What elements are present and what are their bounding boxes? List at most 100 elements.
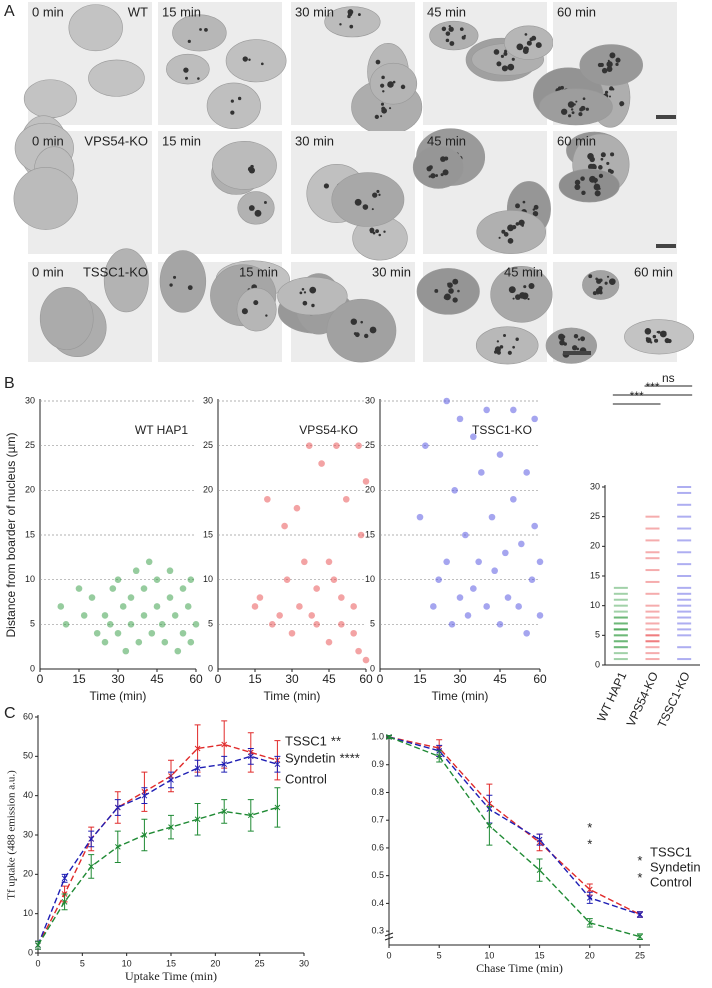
significance-mark: * [637,853,642,868]
point [318,460,325,467]
y-tick-label: 0.4 [371,898,384,908]
x-tick-label: WT HAP1 [594,669,629,723]
series-line [388,736,641,938]
puncta [354,198,362,206]
x-tick-label: 15 [72,672,86,686]
strip-point [645,592,660,595]
cell [172,14,227,52]
strip-point [677,634,692,637]
panel-label: A [4,3,15,20]
point [531,415,538,423]
x-tick-label: 20 [210,958,220,968]
point [435,576,442,583]
point [187,638,195,646]
puncta [441,26,447,32]
scale-bar [656,115,676,119]
puncta [369,326,377,334]
x-tick-label: 0 [37,672,44,686]
puncta [659,330,667,338]
significance-mark: * [637,870,642,885]
x-tick-label: 15 [248,672,262,686]
y-tick-label: 60 [23,711,33,721]
x-tick-label: 45 [322,672,336,686]
legend-label: TSSC1 [650,844,692,859]
puncta [523,285,527,289]
point [422,442,429,449]
puncta [535,42,542,49]
strip-point [645,539,660,542]
puncta [559,339,565,346]
legend-label: Control [650,874,692,889]
cell [39,287,94,350]
cell [236,287,277,332]
strip-point [677,515,692,518]
point [338,594,345,601]
puncta [264,201,267,204]
puncta [582,97,586,101]
point [448,621,456,628]
strip-point [645,652,660,655]
puncta [507,350,512,355]
x-tick-label: 15 [166,958,176,968]
puncta [369,227,375,233]
point [114,629,122,637]
puncta [607,168,612,173]
puncta [588,274,593,279]
puncta [265,314,268,317]
puncta [580,176,585,181]
point [357,531,365,539]
marker [637,933,643,940]
point [171,612,179,619]
strip-point [613,634,628,637]
puncta [515,203,520,209]
strip-point [677,527,692,530]
puncta [604,90,609,94]
point [80,612,88,619]
point [313,621,320,628]
strip-point [645,557,660,560]
strip-point [645,580,660,583]
puncta [527,297,530,301]
point [179,585,187,592]
point [496,621,504,628]
strip-point [677,563,692,566]
x-tick-label: 30 [453,672,467,686]
puncta [381,106,386,111]
y-tick-label: 0.7 [371,815,384,825]
point [145,558,153,566]
puncta [375,59,381,65]
puncta [380,83,385,88]
puncta [440,156,446,162]
puncta [237,96,242,101]
tile-label: VPS54-KO [84,133,148,148]
puncta [388,107,392,110]
cell [545,327,597,364]
strip-point [613,616,628,619]
puncta [501,229,506,234]
marker [637,911,643,918]
marker [35,942,41,948]
point [355,442,362,449]
point [75,585,83,592]
cell [277,276,348,316]
marker [88,836,95,842]
point [451,487,458,494]
puncta [619,103,623,107]
puncta [496,340,500,343]
puncta [360,320,363,324]
point [536,558,544,566]
y-tick-label: 5 [30,619,35,629]
strip-point [613,634,628,637]
series-line [37,806,278,946]
y-tick-label: 0.6 [371,842,384,852]
x-tick-label: 10 [122,958,132,968]
puncta [447,282,453,288]
marker [586,919,593,926]
point [536,612,544,619]
puncta [515,337,519,341]
puncta [598,286,603,291]
marker [61,899,68,905]
x-tick-label: 45 [150,672,164,686]
puncta [448,288,454,294]
legend-label: TSSC1 [285,733,327,748]
